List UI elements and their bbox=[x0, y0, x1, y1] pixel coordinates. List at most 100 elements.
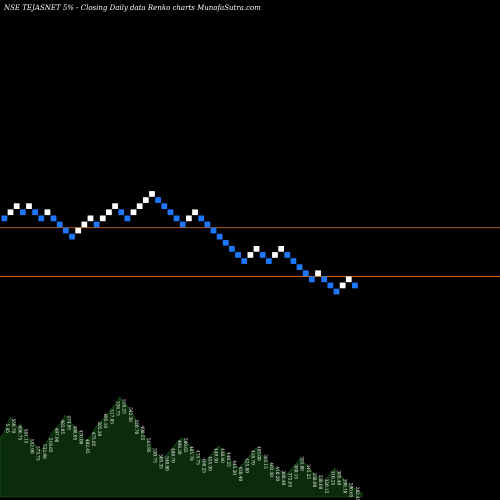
down-brick bbox=[63, 227, 69, 234]
volume-price-label: 476.00 bbox=[79, 430, 84, 445]
volume-price-label: 440.25 bbox=[226, 452, 231, 467]
renko-bricks bbox=[1, 191, 358, 295]
up-brick bbox=[87, 215, 94, 222]
volume-area-path bbox=[0, 396, 363, 498]
down-brick bbox=[32, 209, 38, 216]
volume-price-label: 430.40 bbox=[238, 466, 243, 481]
up-brick bbox=[81, 221, 88, 228]
volume-price-label: 483.95 bbox=[60, 420, 65, 435]
up-brick bbox=[272, 252, 278, 258]
up-brick bbox=[192, 209, 198, 216]
down-brick bbox=[198, 215, 205, 222]
volume-price-label: 563.95 bbox=[146, 438, 151, 453]
up-brick bbox=[7, 209, 14, 216]
volume-price-label: 345.25 bbox=[306, 464, 311, 479]
down-brick bbox=[265, 258, 272, 264]
volume-price-label: 460.25 bbox=[201, 458, 206, 473]
up-brick bbox=[13, 203, 20, 209]
up-brick bbox=[247, 252, 254, 258]
volume-price-label: 552.90 bbox=[30, 439, 35, 454]
volume-price-label: 298.10 bbox=[343, 479, 348, 494]
volume-price-label: 438.40 bbox=[220, 448, 225, 463]
up-brick bbox=[26, 203, 32, 209]
down-brick bbox=[161, 203, 168, 209]
down-brick bbox=[69, 233, 75, 240]
volume-price-label: 360.15 bbox=[294, 464, 299, 479]
support-lines bbox=[0, 227, 500, 277]
volume-price-label: 530.75 bbox=[152, 448, 157, 463]
down-brick bbox=[352, 282, 358, 289]
volume-price-label: 505.35 bbox=[158, 454, 163, 469]
down-brick bbox=[259, 252, 266, 258]
volume-price-label: 575.75 bbox=[36, 446, 41, 461]
down-brick bbox=[290, 258, 297, 264]
up-brick bbox=[99, 215, 106, 222]
volume-price-label: 475.75 bbox=[195, 450, 200, 465]
volume-price-label: 475.85 bbox=[91, 432, 96, 447]
down-brick bbox=[93, 221, 100, 228]
volume-price-label: 445.30 bbox=[232, 460, 237, 475]
volume-price-label: 542.30 bbox=[128, 407, 133, 422]
up-brick bbox=[345, 276, 352, 283]
down-brick bbox=[309, 276, 315, 283]
volume-price-label: 497.90 bbox=[54, 428, 59, 443]
volume-price-label: 606.75 bbox=[17, 426, 22, 441]
volume-price-label: 540.00 bbox=[165, 456, 170, 471]
volume-price-label: 310.25 bbox=[330, 471, 335, 486]
volume-price-label: 320.15 bbox=[324, 479, 329, 494]
up-brick bbox=[130, 209, 137, 216]
up-brick bbox=[142, 197, 149, 203]
volume-price-label: 5.45 bbox=[5, 424, 10, 434]
volume-price-label: 405.00 bbox=[257, 446, 262, 461]
down-brick bbox=[229, 246, 235, 252]
volume-price-label: 485.70 bbox=[189, 446, 194, 461]
down-brick bbox=[179, 221, 186, 228]
down-brick bbox=[124, 215, 131, 222]
down-brick bbox=[38, 215, 45, 222]
volume-price-label: 518.65 bbox=[48, 438, 53, 453]
up-brick bbox=[186, 215, 192, 222]
volume-price-label: 520.70 bbox=[134, 420, 139, 435]
down-brick bbox=[284, 252, 291, 258]
down-brick bbox=[50, 215, 57, 222]
up-brick bbox=[339, 282, 346, 289]
down-brick bbox=[321, 276, 328, 283]
volume-price-label: 372.65 bbox=[287, 473, 292, 488]
volume-area bbox=[0, 396, 363, 498]
volume-price-label: 550.70 bbox=[11, 419, 16, 434]
volume-price-label: 402.30 bbox=[269, 462, 274, 477]
down-brick bbox=[167, 209, 174, 216]
down-brick bbox=[173, 215, 180, 222]
down-brick bbox=[155, 197, 161, 203]
up-brick bbox=[75, 227, 82, 234]
down-brick bbox=[118, 209, 125, 216]
down-brick bbox=[56, 221, 63, 228]
up-brick bbox=[44, 209, 51, 216]
volume-price-label: 305.40 bbox=[336, 471, 341, 486]
volume-price-label: 482.45 bbox=[85, 439, 90, 454]
volume-price-label: 282.45 bbox=[355, 487, 360, 500]
down-brick bbox=[204, 221, 211, 228]
down-brick bbox=[1, 215, 8, 222]
down-brick bbox=[296, 264, 303, 270]
volume-price-label: 395.15 bbox=[263, 454, 268, 469]
volume-price-label: 505.20 bbox=[97, 422, 102, 437]
chart-title: NSE TEJASNET 5% - Closing Daily data Ren… bbox=[3, 4, 261, 12]
down-brick bbox=[327, 282, 334, 289]
volume-price-label: 290.65 bbox=[349, 483, 354, 498]
up-brick bbox=[253, 246, 260, 252]
volume-price-label: 498.55 bbox=[140, 426, 145, 441]
volume-price-label: 536.75 bbox=[116, 401, 121, 416]
volume-price-label: 449.30 bbox=[214, 448, 219, 463]
volume-price-label: 518.25 bbox=[122, 399, 127, 414]
volume-price-label: 532.90 bbox=[42, 444, 47, 459]
down-brick bbox=[222, 239, 229, 246]
up-brick bbox=[278, 246, 284, 252]
volume-price-label: 330.60 bbox=[318, 475, 323, 490]
down-brick bbox=[241, 258, 248, 264]
volume-price-label: 338.90 bbox=[312, 473, 317, 488]
volume-price-label: 495.10 bbox=[103, 413, 108, 428]
down-brick bbox=[333, 288, 340, 295]
